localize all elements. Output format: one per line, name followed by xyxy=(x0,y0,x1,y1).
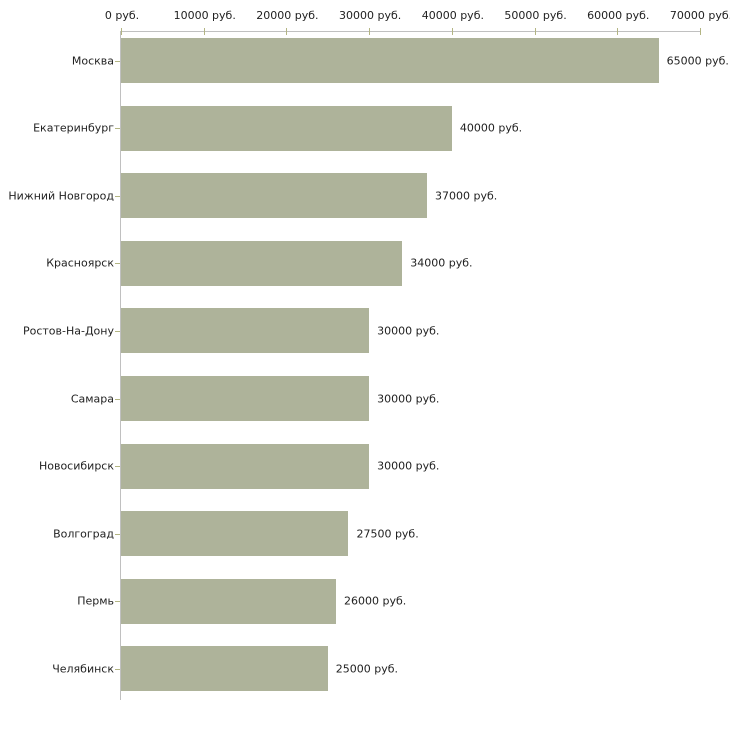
category-tick-mark xyxy=(115,263,120,265)
category-tick-mark xyxy=(115,195,120,197)
category-label: Нижний Новгород xyxy=(8,189,114,203)
value-label: 30000 руб. xyxy=(377,392,440,405)
category-label: Челябинск xyxy=(52,662,114,676)
value-label: 25000 руб. xyxy=(335,662,399,676)
x-tick-label: 0 руб. xyxy=(104,9,140,22)
bar xyxy=(121,443,370,489)
category-tick-mark xyxy=(115,128,120,130)
bar xyxy=(121,511,349,557)
x-tick-label: 70000 руб. xyxy=(669,9,730,22)
category-tick-mark xyxy=(115,668,120,670)
category-label: Ростов-На-Дону xyxy=(22,324,114,338)
bar xyxy=(121,240,403,286)
x-tick-mark xyxy=(286,28,288,35)
x-tick-mark xyxy=(369,28,371,35)
category-label: Самара xyxy=(70,392,114,405)
category-label: Пермь xyxy=(77,594,114,608)
bar xyxy=(121,646,328,692)
category-tick-mark xyxy=(115,60,120,62)
y-axis-line xyxy=(120,31,121,700)
value-label: 37000 руб. xyxy=(435,189,498,203)
category-label: Красноярск xyxy=(46,256,114,270)
value-label: 30000 руб. xyxy=(377,324,440,338)
bar xyxy=(121,173,428,219)
category-tick-mark xyxy=(115,330,120,332)
x-tick-label: 40000 руб. xyxy=(421,9,484,22)
x-tick-label: 30000 руб. xyxy=(339,9,402,22)
x-tick-label: 10000 руб. xyxy=(173,9,236,22)
bar xyxy=(121,105,452,151)
category-label: Екатеринбург xyxy=(33,121,114,135)
x-tick-label: 20000 руб. xyxy=(256,9,319,22)
x-tick-mark xyxy=(121,28,122,35)
category-label: Волгоград xyxy=(53,527,114,541)
x-tick-mark xyxy=(451,28,453,35)
x-axis-line xyxy=(121,31,701,32)
value-label: 40000 руб. xyxy=(459,121,523,135)
category-tick-mark xyxy=(115,398,120,400)
x-tick-mark xyxy=(203,28,205,35)
category-label: Москва xyxy=(71,54,114,67)
category-tick-mark xyxy=(115,601,120,603)
value-label: 34000 руб. xyxy=(410,256,473,270)
value-label: 30000 руб. xyxy=(377,459,440,473)
x-tick-mark xyxy=(700,28,701,35)
bar xyxy=(121,38,659,83)
x-tick-label: 60000 руб. xyxy=(587,9,650,22)
category-tick-mark xyxy=(115,533,120,535)
value-label: 27500 руб. xyxy=(356,527,419,541)
category-tick-mark xyxy=(115,466,120,468)
x-tick-label: 50000 руб. xyxy=(504,9,567,22)
value-label: 65000 руб. xyxy=(666,54,729,67)
x-tick-mark xyxy=(534,28,536,35)
value-label: 26000 руб. xyxy=(344,594,407,608)
x-tick-mark xyxy=(617,28,619,35)
category-label: Новосибирск xyxy=(38,459,114,473)
bar xyxy=(121,308,370,354)
bar xyxy=(121,376,370,421)
bar xyxy=(121,578,337,624)
